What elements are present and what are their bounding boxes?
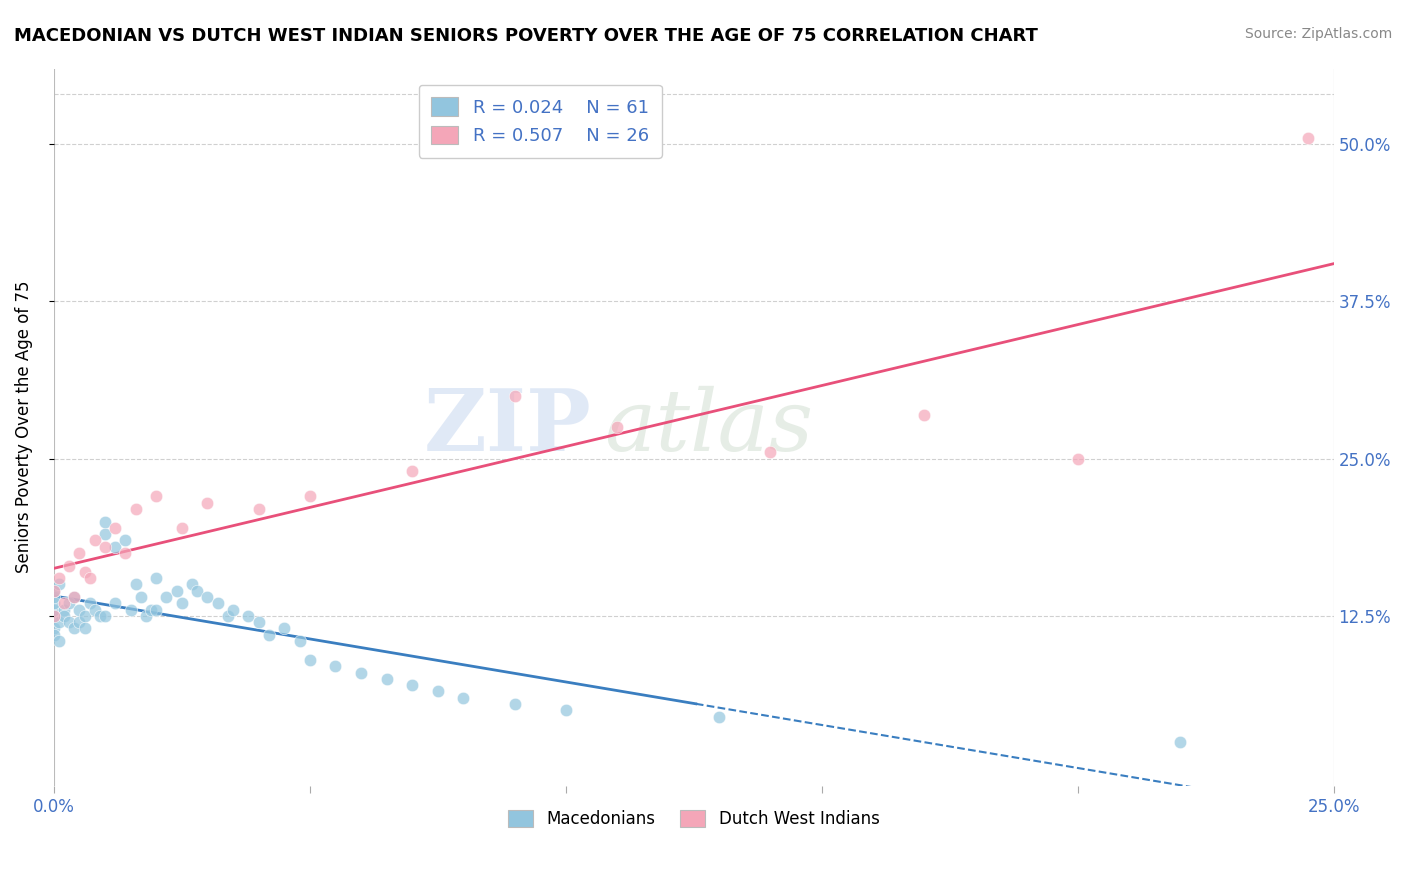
Point bbox=[1168, 735, 1191, 749]
Point bbox=[104, 521, 127, 535]
Point bbox=[94, 527, 117, 541]
Point bbox=[453, 690, 475, 705]
Point bbox=[217, 608, 239, 623]
Point bbox=[42, 583, 65, 598]
Point bbox=[58, 615, 80, 630]
Point bbox=[181, 577, 204, 591]
Point bbox=[79, 596, 101, 610]
Point bbox=[42, 608, 65, 623]
Point bbox=[83, 533, 105, 548]
Point bbox=[48, 571, 70, 585]
Text: atlas: atlas bbox=[605, 386, 813, 468]
Point bbox=[426, 684, 449, 698]
Point bbox=[114, 533, 136, 548]
Legend: Macedonians, Dutch West Indians: Macedonians, Dutch West Indians bbox=[501, 804, 886, 835]
Point bbox=[197, 590, 219, 604]
Point bbox=[350, 665, 373, 680]
Point bbox=[186, 583, 208, 598]
Point bbox=[222, 602, 245, 616]
Point bbox=[197, 496, 219, 510]
Point bbox=[145, 489, 167, 503]
Point bbox=[83, 602, 105, 616]
Point bbox=[67, 615, 90, 630]
Point bbox=[257, 628, 280, 642]
Point bbox=[63, 590, 86, 604]
Point bbox=[67, 602, 90, 616]
Point bbox=[238, 608, 260, 623]
Point bbox=[53, 596, 76, 610]
Point bbox=[53, 602, 76, 616]
Point bbox=[42, 622, 65, 636]
Point bbox=[503, 389, 526, 403]
Point bbox=[503, 697, 526, 711]
Point bbox=[42, 608, 65, 623]
Point bbox=[58, 558, 80, 573]
Point bbox=[1066, 451, 1088, 466]
Point bbox=[125, 502, 148, 516]
Point bbox=[145, 602, 167, 616]
Point bbox=[67, 546, 90, 560]
Point bbox=[94, 608, 117, 623]
Point bbox=[247, 502, 270, 516]
Text: Source: ZipAtlas.com: Source: ZipAtlas.com bbox=[1244, 27, 1392, 41]
Point bbox=[606, 420, 628, 434]
Point bbox=[298, 489, 321, 503]
Point bbox=[73, 565, 96, 579]
Point bbox=[401, 678, 423, 692]
Point bbox=[120, 602, 142, 616]
Point bbox=[63, 622, 86, 636]
Point bbox=[325, 659, 347, 673]
Point bbox=[104, 596, 127, 610]
Point bbox=[42, 583, 65, 598]
Point bbox=[155, 590, 177, 604]
Point bbox=[401, 464, 423, 478]
Point bbox=[42, 602, 65, 616]
Point bbox=[48, 615, 70, 630]
Point bbox=[170, 521, 193, 535]
Point bbox=[73, 622, 96, 636]
Point bbox=[1296, 130, 1319, 145]
Point bbox=[554, 703, 576, 717]
Point bbox=[42, 590, 65, 604]
Point bbox=[125, 577, 148, 591]
Point bbox=[48, 577, 70, 591]
Point bbox=[288, 634, 311, 648]
Point bbox=[759, 445, 782, 459]
Point bbox=[53, 608, 76, 623]
Point bbox=[375, 672, 398, 686]
Point bbox=[94, 540, 117, 554]
Point bbox=[114, 546, 136, 560]
Point bbox=[709, 709, 731, 723]
Point bbox=[79, 571, 101, 585]
Point bbox=[58, 596, 80, 610]
Point bbox=[912, 408, 935, 422]
Text: MACEDONIAN VS DUTCH WEST INDIAN SENIORS POVERTY OVER THE AGE OF 75 CORRELATION C: MACEDONIAN VS DUTCH WEST INDIAN SENIORS … bbox=[14, 27, 1038, 45]
Text: ZIP: ZIP bbox=[423, 385, 592, 469]
Point bbox=[42, 596, 65, 610]
Point bbox=[94, 515, 117, 529]
Point bbox=[89, 608, 111, 623]
Point bbox=[298, 653, 321, 667]
Point bbox=[145, 571, 167, 585]
Point bbox=[73, 608, 96, 623]
Point bbox=[273, 622, 295, 636]
Point bbox=[42, 628, 65, 642]
Point bbox=[104, 540, 127, 554]
Point bbox=[166, 583, 188, 598]
Point bbox=[139, 602, 162, 616]
Y-axis label: Seniors Poverty Over the Age of 75: Seniors Poverty Over the Age of 75 bbox=[15, 281, 32, 574]
Point bbox=[247, 615, 270, 630]
Point bbox=[207, 596, 229, 610]
Point bbox=[63, 590, 86, 604]
Point bbox=[135, 608, 157, 623]
Point bbox=[170, 596, 193, 610]
Point bbox=[48, 634, 70, 648]
Point bbox=[129, 590, 152, 604]
